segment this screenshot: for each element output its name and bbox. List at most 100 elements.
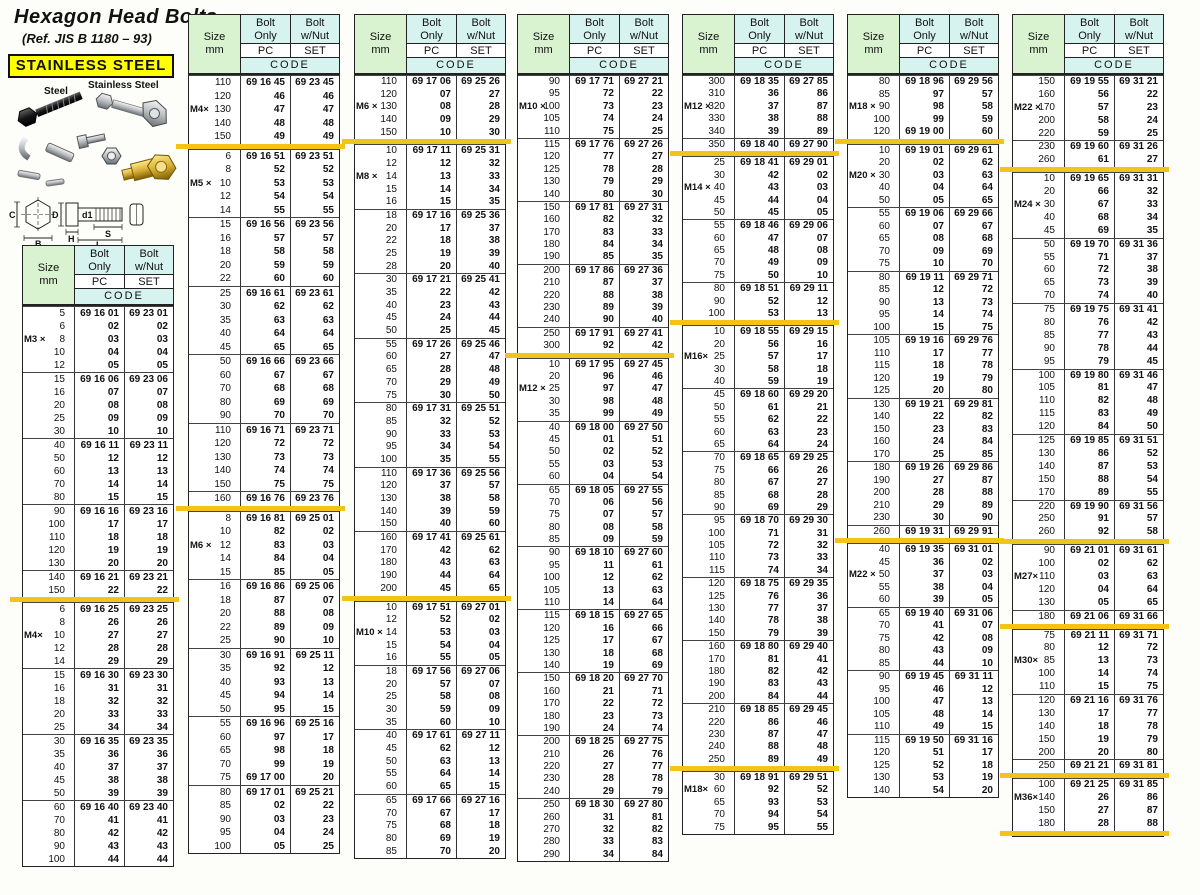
row-group: 30 69 16 91 69 25 11 35 92 12 40 93 13 45 94 14 50 95… — [189, 647, 339, 716]
row-group: 220 69 19 90 69 31 56 250 91 57 260 92 58 — [1013, 499, 1163, 540]
size-cell: 120 — [848, 747, 900, 760]
table-row: 90 70 70 — [189, 409, 339, 423]
length-value: 110 — [874, 347, 890, 359]
pc-code-cell: 69 17 16 — [407, 209, 457, 223]
pc-code-cell: 30 — [407, 389, 457, 403]
length-value: 110 — [544, 597, 560, 609]
set-code-cell: 05 — [981, 594, 993, 605]
length-value: 65 — [385, 794, 397, 806]
set-code-cell: 55 — [816, 821, 828, 833]
size-cell: 40 — [848, 182, 900, 195]
size-cell: 65 — [189, 744, 241, 758]
set-code-cell: 69 29 81 — [954, 398, 993, 410]
table-row: 110 75 25 — [518, 125, 668, 138]
table-row: 75 69 21 11 69 31 71 — [1013, 629, 1163, 643]
table-row: 80 69 19 11 69 29 71 — [848, 271, 998, 284]
table-row: 100 05 25 — [189, 839, 339, 853]
length-value: 55 — [385, 338, 397, 350]
set-code-cell: 29 — [488, 114, 500, 126]
table-row: 20 33 33 — [23, 708, 173, 721]
table-row: 70 68 68 — [189, 382, 339, 396]
pc-code-cell: 69 16 21 — [75, 571, 125, 584]
table-row: 65 69 18 05 69 27 55 — [518, 484, 668, 497]
pc-code-cell: 27 — [900, 474, 950, 487]
size-cell: 80 — [23, 491, 75, 504]
length-value: 25 — [219, 287, 231, 299]
dim-s-label: S — [105, 229, 111, 239]
row-group: 150 69 18 20 69 27 70 160 21 71 170 22 72 180 23 73… — [518, 672, 668, 736]
length-value: 90 — [219, 410, 231, 421]
set-code-cell: 69 27 41 — [624, 327, 663, 339]
table-row: 30 69 16 35 69 23 35 — [23, 735, 173, 748]
table-row: 105 72 32 — [683, 540, 833, 553]
table-row: 240 88 48 — [683, 741, 833, 754]
length-value: 250 — [543, 327, 560, 339]
pc-code-cell: 69 16 25 — [75, 603, 125, 616]
pc-code-cell: 71 — [735, 527, 785, 541]
pc-code-cell: 69 18 05 — [570, 484, 620, 497]
pc-code-cell: 17 — [407, 222, 457, 236]
pc-code-cell: 69 16 96 — [241, 717, 291, 731]
set-code-cell: 47 — [816, 728, 828, 740]
table-row: 60 97 17 — [189, 730, 339, 744]
pc-code-cell: 24 — [900, 436, 950, 449]
size-cell: 8 — [189, 163, 241, 177]
length-value: 55 — [548, 458, 560, 470]
size-cell: 75 — [1013, 304, 1065, 318]
set-code-cell: 78 — [651, 773, 663, 785]
length-value: 230 — [873, 512, 890, 523]
table-row: 60 47 07 — [683, 232, 833, 246]
row-group: 40 69 16 11 69 23 11 50 12 12 60 13 13 70 14 14 80 15… — [23, 438, 173, 504]
table-header: Size mm Bolt Only Bolt w/Nut PC SET CODE — [189, 15, 339, 75]
pc-code-cell: 02 — [241, 799, 291, 813]
pc-code-cell: 07 — [900, 220, 950, 233]
size-cell: 25 — [23, 412, 75, 425]
size-cell: 16 — [189, 231, 241, 245]
table-row: 230 89 39 — [518, 302, 668, 315]
size-cell: 140 — [355, 505, 407, 519]
set-code-cell: 63 — [981, 169, 993, 181]
pc-code-cell: 74 — [735, 564, 785, 578]
size-cell: 140 — [23, 571, 75, 584]
table-row: 160 24 84 — [848, 436, 998, 449]
pc-code-cell: 47 — [241, 103, 291, 117]
length-value: 80 — [1043, 317, 1055, 329]
pc-code-cell: 22 — [407, 287, 457, 300]
set-code-cell: 33 — [1146, 199, 1158, 211]
pc-code-cell: 28 — [900, 487, 950, 500]
pc-code-cell: 48 — [900, 708, 950, 721]
pc-code-cell: 21 — [570, 685, 620, 699]
pc-code-cell: 67 — [735, 477, 785, 490]
pc-code-cell: 53 — [407, 626, 457, 640]
table-row: 250 69 18 30 69 27 80 — [518, 799, 668, 812]
pc-code-cell: 85 — [570, 251, 620, 264]
pc-code-cell: 07 — [407, 88, 457, 102]
size-cell: 20 — [23, 399, 75, 412]
size-cell: 6 — [23, 603, 75, 616]
length-value: 10 — [385, 601, 397, 613]
pc-code-cell: 69 19 60 — [1065, 141, 1115, 155]
size-cell: 190 — [683, 678, 735, 691]
set-code-cell: 57 — [651, 509, 663, 521]
length-value: 45 — [713, 194, 725, 206]
length-value: 70 — [53, 479, 65, 490]
set-code-cell: 03 — [322, 539, 334, 551]
set-code-cell: 20 — [488, 845, 500, 857]
size-cell: M27× 110 — [1013, 570, 1065, 584]
table-row: 65 69 19 40 69 31 06 — [848, 607, 998, 620]
set-code-cell: 69 27 50 — [624, 421, 663, 433]
set-code-cell: 64 — [488, 570, 500, 582]
table-row: 35 22 42 — [355, 287, 505, 300]
set-code-cell: 80 — [1146, 746, 1158, 758]
size-cell: 100 — [683, 527, 735, 541]
set-code-cell: 55 — [322, 204, 334, 216]
row-group: 80 69 18 96 69 29 56 85 97 57 M18 × 90 98 58 100 99… — [848, 76, 998, 139]
set-code-cell: 69 31 11 — [954, 671, 993, 682]
pc-code-cell: 69 16 40 — [75, 801, 125, 814]
length-value: 10 — [219, 177, 231, 189]
size-cell: 10 — [355, 145, 407, 159]
table-row: 85 44 10 — [848, 657, 998, 670]
set-code-cell: 43 — [816, 678, 828, 690]
length-value: 310 — [708, 88, 725, 100]
table-row: 35 92 12 — [189, 662, 339, 676]
